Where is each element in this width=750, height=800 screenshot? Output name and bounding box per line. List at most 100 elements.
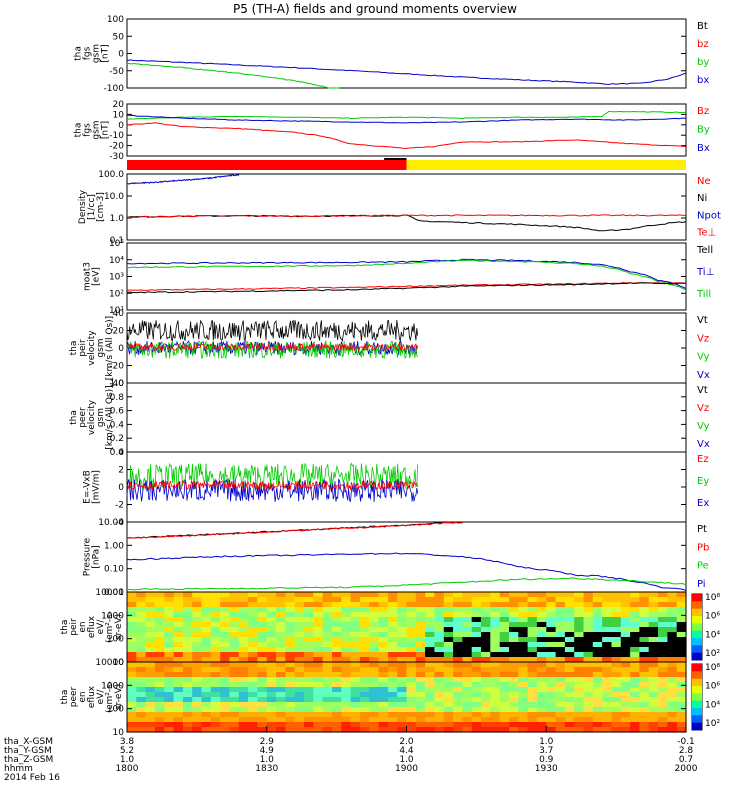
heatmap-cell [220,657,231,663]
heatmap-cell [201,652,212,658]
heatmap-cell [546,592,557,598]
heatmap-cell [555,672,566,678]
heatmap-cell [527,692,538,698]
heatmap-cell [369,667,380,673]
heatmap-cell [154,657,165,663]
footer-value: 2000 [675,764,698,774]
heatmap-cell [490,667,501,673]
heatmap-cell [145,677,156,683]
heatmap-cell [546,597,557,603]
heatmap-cell [173,622,184,628]
heatmap-cell [276,712,286,718]
heatmap-cell [620,637,631,643]
noise-series [126,342,419,352]
heatmap-cell [341,722,352,728]
heatmap-cell [350,647,361,653]
heatmap-cell [387,672,398,678]
heatmap-cell [145,672,156,678]
heatmap-cell [341,612,352,618]
heatmap-cell [192,607,203,613]
heatmap-cell [210,727,221,733]
heatmap-cell [630,647,640,653]
heatmap-cell [276,622,286,628]
series-Bz [126,122,687,149]
heatmap-cell [611,707,622,713]
heatmap-cell [276,597,286,603]
heatmap-cell [490,602,501,608]
heatmap-cell [592,722,603,728]
heatmap-cell [406,677,417,683]
y-axis-label: [nPa] [92,545,102,568]
heatmap-cell [583,652,594,658]
heatmap-cell [220,607,231,613]
heatmap-cell [136,717,147,723]
heatmap-cell [145,682,156,688]
heatmap-cell [257,627,268,633]
heatmap-cell [127,647,137,653]
heatmap-cell [136,597,147,603]
heatmap-cell [509,657,519,663]
heatmap-cell [304,607,314,613]
heatmap-cell [592,592,603,598]
heatmap-cell [602,672,612,678]
heatmap-cell [341,647,352,653]
heatmap-cell [164,652,175,658]
heatmap-cell [499,632,510,638]
heatmap-cell [630,612,640,618]
colorbar-band [692,630,702,639]
footer-row-label: tha_X-GSM [4,737,53,747]
y-axis-label: gsm [92,120,102,139]
heatmap-cell [182,617,193,623]
heatmap-cell [248,632,258,638]
heatmap-cell [667,687,678,693]
heatmap-cell [481,702,491,708]
heatmap-cell [127,592,137,598]
legend-entry: Bx [697,143,710,154]
heatmap-cell [322,682,333,688]
heatmap-cell [294,727,305,733]
heatmap-cell [220,642,231,648]
heatmap-cell [154,617,165,623]
heatmap-cell [462,722,473,728]
heatmap-cell [490,672,501,678]
heatmap-cell [173,697,184,703]
heatmap-cell [648,707,659,713]
heatmap-cell [369,632,380,638]
heatmap-cell [490,697,501,703]
heatmap-cell [583,602,594,608]
heatmap-cell [387,632,398,638]
heatmap-cell [220,652,231,658]
heatmap-cell [238,727,249,733]
heatmap-cell [369,597,380,603]
heatmap-cell [509,622,519,628]
heatmap-cell [173,667,184,673]
heatmap-cell [518,627,529,633]
heatmap-cell [425,692,435,698]
heatmap-cell [415,592,426,598]
heatmap-cell [359,627,370,633]
heatmap-cell [397,607,408,613]
heatmap-cell [229,722,240,728]
heatmap-cell [136,667,147,673]
heatmap-cell [164,612,175,618]
heatmap-cell [182,717,193,723]
heatmap-cell [238,707,249,713]
heatmap-cell [248,597,258,603]
heatmap-cell [257,677,268,683]
colorbar-band [692,652,702,661]
heatmap-cell [574,607,585,613]
heatmap-cell [602,617,612,623]
heatmap-cell [546,667,557,673]
y-axis-label: moat3 [83,262,93,291]
y-tick-label: 0.8 [110,393,125,403]
y-tick-label: 1.00 [104,541,124,551]
legend-entry: Vy [697,421,710,432]
heatmap-cell [536,597,547,603]
heatmap-cell [406,652,417,658]
heatmap-cell [536,702,547,708]
heatmap-cell [154,592,165,598]
heatmap-cell [266,637,277,643]
heatmap-cell [387,692,398,698]
heatmap-cell [555,682,566,688]
